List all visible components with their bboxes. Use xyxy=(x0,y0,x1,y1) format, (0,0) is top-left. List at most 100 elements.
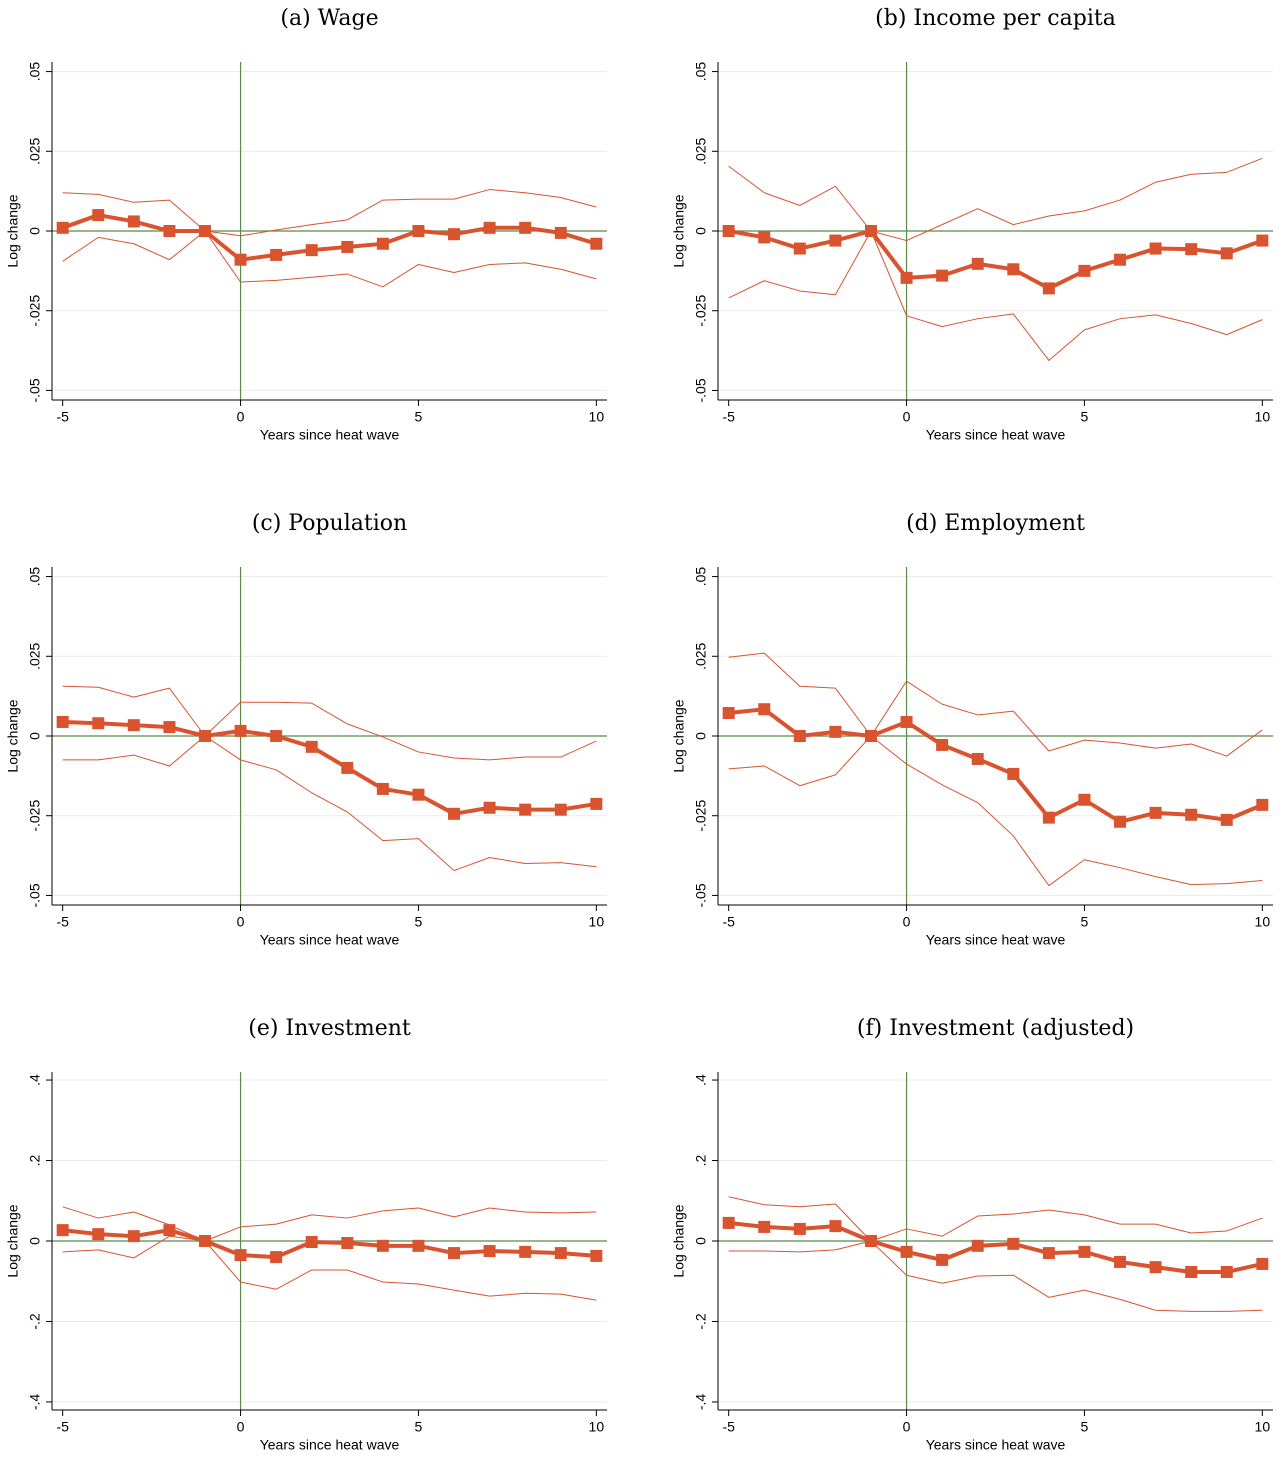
panel-title: (e) Investment xyxy=(248,1016,411,1041)
marker xyxy=(341,240,354,253)
y-tick-label: 0 xyxy=(27,1237,43,1245)
x-tick-label: 0 xyxy=(237,1419,245,1435)
marker xyxy=(758,231,771,244)
marker xyxy=(270,1251,283,1264)
series-line xyxy=(62,719,597,816)
marker xyxy=(1185,1265,1198,1278)
marker xyxy=(1042,282,1055,295)
series-line xyxy=(62,685,597,761)
marker xyxy=(198,1235,211,1247)
marker xyxy=(305,1236,318,1249)
marker xyxy=(341,761,354,774)
marker xyxy=(305,244,318,257)
x-tick-label: 5 xyxy=(415,914,423,930)
x-axis-label: Years since heat wave xyxy=(926,427,1066,443)
marker xyxy=(1114,1255,1127,1268)
y-tick-label: -.2 xyxy=(693,1313,709,1330)
panel-title: (f) Investment (adjusted) xyxy=(857,1016,1134,1041)
marker xyxy=(1185,808,1198,821)
marker xyxy=(483,801,496,814)
marker xyxy=(1149,806,1162,819)
panel: (b) Income per capita -.05 -.025 0 .025 .05 -5… xyxy=(671,6,1273,443)
y-tick-label: -.025 xyxy=(27,295,43,327)
marker xyxy=(163,1224,176,1237)
y-tick-label: .025 xyxy=(27,642,43,669)
marker xyxy=(127,1230,140,1243)
marker xyxy=(163,721,176,734)
marker xyxy=(793,1222,806,1235)
y-tick-label: -.025 xyxy=(693,295,709,327)
x-tick-label: 5 xyxy=(1081,409,1089,425)
marker xyxy=(829,234,842,247)
x-tick-label: 10 xyxy=(589,409,605,425)
marker xyxy=(234,1249,247,1262)
series-line xyxy=(728,652,1263,757)
x-tick-label: 10 xyxy=(1255,914,1271,930)
y-axis-label: Log change xyxy=(5,1204,21,1277)
marker xyxy=(198,225,211,237)
marker xyxy=(412,225,425,237)
marker xyxy=(448,1247,461,1260)
panel-title: (a) Wage xyxy=(280,6,378,31)
marker xyxy=(722,225,735,237)
marker xyxy=(1042,1247,1055,1260)
marker xyxy=(900,271,913,284)
marker xyxy=(1256,234,1269,247)
y-tick-label: 0 xyxy=(693,732,709,740)
marker xyxy=(376,1239,389,1252)
marker xyxy=(341,1237,354,1250)
y-tick-label: 0 xyxy=(693,1237,709,1245)
marker xyxy=(1149,1261,1162,1274)
series-line xyxy=(728,1220,1263,1274)
marker xyxy=(56,1224,69,1237)
marker xyxy=(448,228,461,241)
marker xyxy=(483,1245,496,1258)
marker xyxy=(92,209,105,222)
x-tick-label: -5 xyxy=(56,1419,69,1435)
y-axis-label: Log change xyxy=(5,194,21,267)
marker xyxy=(270,248,283,261)
panel-title: (b) Income per capita xyxy=(875,6,1116,31)
marker xyxy=(234,724,247,737)
marker xyxy=(554,1247,567,1260)
y-tick-label: .025 xyxy=(693,642,709,669)
marker xyxy=(936,1253,949,1266)
marker xyxy=(971,257,984,270)
series-line xyxy=(728,1196,1263,1242)
series-line xyxy=(62,230,597,288)
x-axis-label: Years since heat wave xyxy=(260,1437,400,1453)
marker xyxy=(127,215,140,228)
marker xyxy=(1078,793,1091,806)
panel: (d) Employment -.05 -.025 0 .025 .05 -5 0 5 10 Yea… xyxy=(671,511,1273,948)
series-line xyxy=(62,1206,597,1242)
marker xyxy=(56,715,69,728)
y-tick-label: 0 xyxy=(27,227,43,235)
y-tick-label: .4 xyxy=(27,1074,43,1086)
marker xyxy=(900,715,913,728)
marker xyxy=(448,807,461,820)
y-tick-label: .4 xyxy=(693,1074,709,1086)
marker xyxy=(900,1245,913,1258)
marker xyxy=(305,740,318,753)
marker xyxy=(234,253,247,266)
y-tick-label: .025 xyxy=(693,137,709,164)
series-line xyxy=(62,1228,597,1260)
y-tick-label: -.05 xyxy=(27,378,43,402)
marker xyxy=(519,221,532,234)
y-tick-label: -.05 xyxy=(693,378,709,402)
y-tick-label: -.2 xyxy=(27,1313,43,1330)
y-tick-label: -.4 xyxy=(693,1394,709,1411)
marker xyxy=(1220,1265,1233,1278)
y-tick-label: .05 xyxy=(27,567,43,587)
panel: (c) Population -.05 -.025 0 .025 .05 -5 0 5 10 Yea… xyxy=(5,511,607,948)
marker xyxy=(829,1220,842,1233)
marker xyxy=(1256,1257,1269,1270)
marker xyxy=(1007,767,1020,780)
x-tick-label: 0 xyxy=(237,409,245,425)
marker xyxy=(198,730,211,742)
marker xyxy=(1007,1237,1020,1250)
x-tick-label: 5 xyxy=(415,1419,423,1435)
series-line xyxy=(728,229,1264,291)
y-axis-label: Log change xyxy=(671,699,687,772)
x-tick-label: -5 xyxy=(56,914,69,930)
